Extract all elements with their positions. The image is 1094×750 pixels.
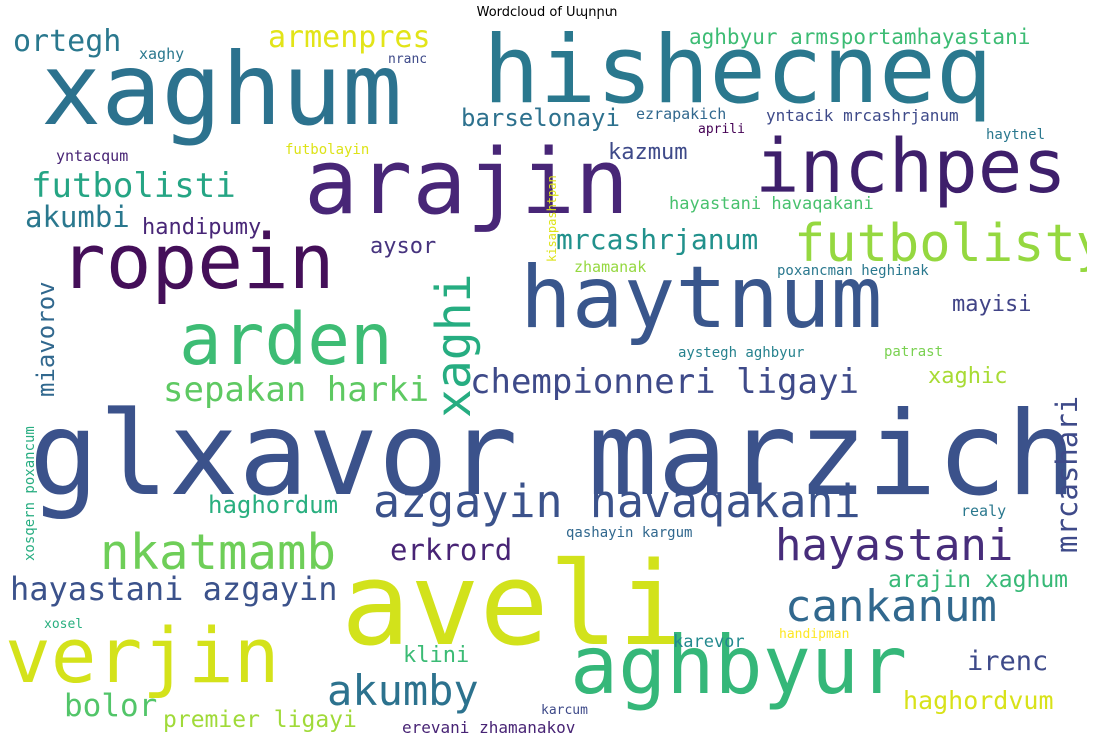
figure-title: Wordcloud of Սպորտ [476, 5, 618, 20]
word-kisapashtpan: kisapashtpan [545, 175, 559, 262]
word-kazmum: kazmum [608, 140, 688, 165]
word-karevor: karevor [673, 632, 745, 652]
word-nranc: nranc [388, 52, 428, 67]
word-zhamanak: zhamanak [574, 258, 647, 276]
word-ezrapakich: ezrapakich [636, 105, 727, 123]
word-futbolisti: futbolisti [31, 166, 236, 206]
word-erevani-zhamanakov: erevani zhamanakov [402, 718, 576, 737]
word-yntacik-mrcashrjanum: yntacik mrcashrjanum [766, 106, 959, 125]
word-aveli: aveli [341, 538, 688, 672]
word-hayastani-azgayin: hayastani azgayin [10, 570, 338, 608]
word-futbolayin: futbolayin [285, 142, 370, 158]
word-xaghy: xaghy [139, 45, 185, 63]
word-patrast: patrast [884, 344, 944, 360]
word-miavorov: miavorov [32, 281, 60, 397]
word-premier-ligayi: premier ligayi [163, 707, 357, 733]
word-sepakan-harki: sepakan harki [163, 370, 430, 410]
word-haghordum: haghordum [208, 491, 339, 519]
word-chempionneri-ligayi: chempionneri ligayi [470, 362, 859, 402]
word-handipumy: handipumy [142, 215, 262, 240]
word-cankanum: cankanum [785, 581, 997, 632]
word-qashayin-kargum: qashayin kargum [566, 525, 693, 541]
word-klini: klini [403, 643, 470, 668]
word-erkrord: erkrord [390, 533, 513, 567]
word-ropein: ropein [60, 217, 335, 306]
word-hishecneq: hishecneq [483, 20, 993, 125]
word-aghbyur: aghbyur [570, 619, 908, 712]
word-xosqern-poxancum: xosqern poxancum [22, 426, 38, 561]
word-akumby: akumby [327, 666, 479, 715]
word-poxancman-heghinak: poxancman heghinak [777, 263, 929, 279]
word-karcum: karcum [541, 703, 588, 718]
word-futbolisty: futbolisty [794, 214, 1087, 274]
word-irenc: irenc [967, 646, 1049, 677]
word-mayisi: mayisi [952, 292, 1032, 317]
word-glxavor-marzich: glxavor marzich [29, 387, 1077, 522]
word-aystegh-aghbyur: aystegh aghbyur [678, 345, 805, 361]
word-xaghum: xaghum [41, 31, 403, 148]
word-mrcashrjanum-big: mrcashrjanum [556, 223, 759, 256]
word-nkatmamb: nkatmamb [100, 524, 337, 581]
word-verjin: verjin [7, 611, 280, 700]
word-hayastani: hayastani [775, 520, 1014, 571]
wordcloud-canvas: glxavor marzich aveli xaghum hishecneq araji… [7, 20, 1087, 740]
word-realy: realy [961, 502, 1007, 520]
word-armenpres: armenpres [268, 20, 431, 55]
word-haytnel: haytnel [986, 127, 1046, 143]
word-xaghic: xaghic [928, 364, 1008, 389]
word-azgayin-havaqakani: azgayin havaqakani [373, 475, 861, 528]
word-bolor: bolor [64, 688, 158, 724]
word-xosel: xosel [44, 617, 84, 632]
word-yntacqum: yntacqum [56, 147, 129, 165]
word-arajin: arajin [304, 130, 630, 235]
word-barselonayi: barselonayi [461, 104, 620, 132]
word-arajin-xaghum: arajin xaghum [888, 567, 1069, 593]
word-apriliz: aprilі [698, 122, 745, 137]
word-inchpes: inchpes [755, 124, 1067, 210]
word-hayastani-havaqakani: hayastani havaqakani [669, 194, 874, 214]
word-aysor: aysor [370, 234, 437, 259]
word-aghbyur-armsportamhayastani: aghbyur armsportamhayastani [689, 25, 1031, 49]
word-arden: arden [179, 298, 393, 381]
word-haghordvum: haghordvum [903, 686, 1054, 715]
word-akumbi: akumbi [25, 200, 130, 234]
word-haytnum: haytnum [520, 248, 883, 348]
word-handipman: handipman [779, 627, 850, 642]
word-ortegh: ortegh [13, 24, 122, 59]
word-mrcashari: mrcashari [1050, 395, 1084, 553]
